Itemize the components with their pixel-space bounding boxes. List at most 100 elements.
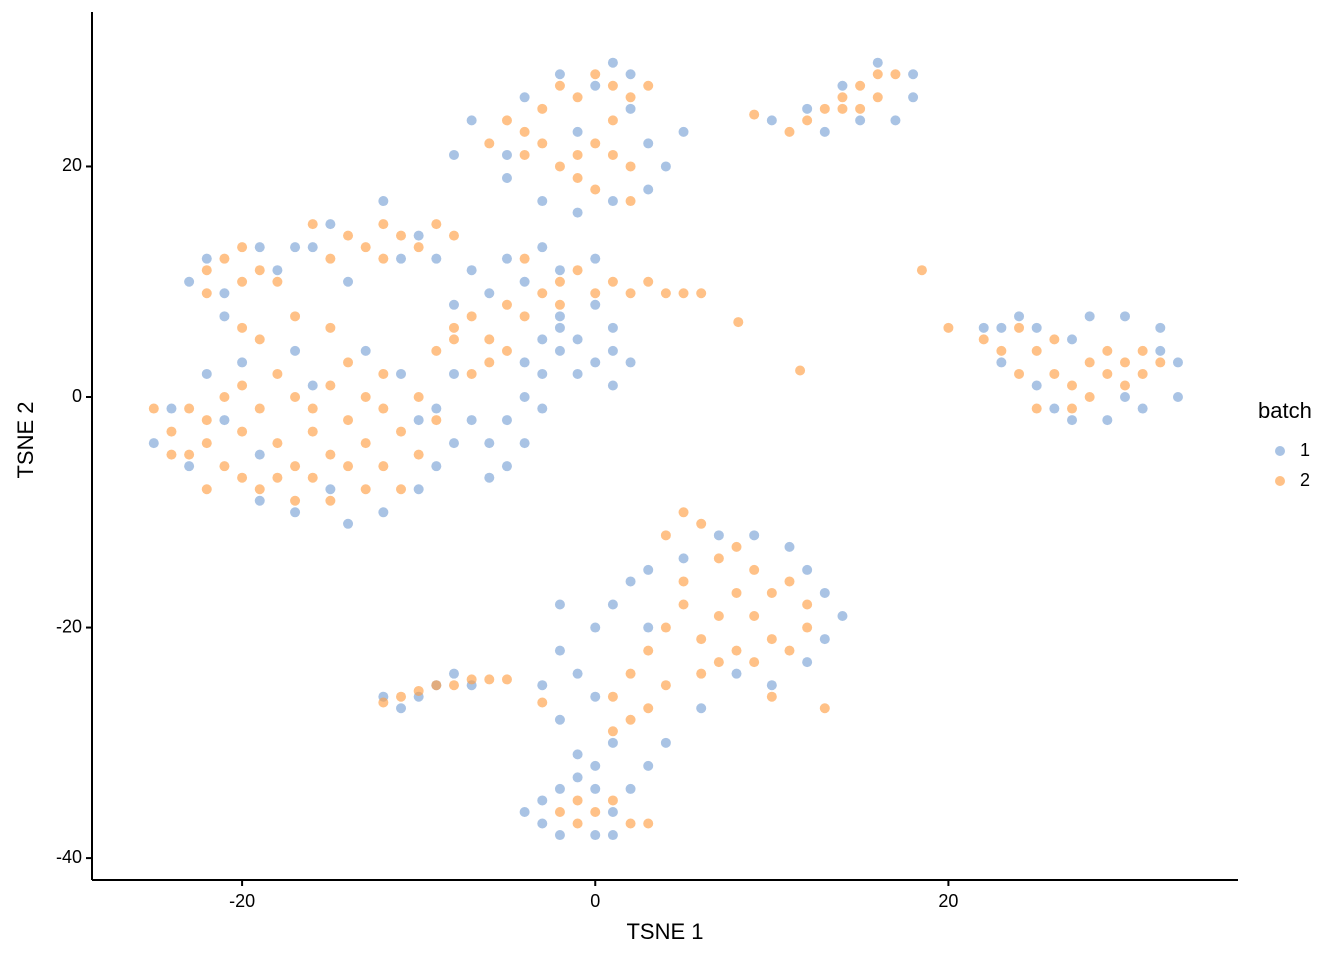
point: [784, 576, 795, 587]
point: [237, 380, 248, 391]
point: [1067, 334, 1078, 345]
point: [201, 288, 212, 299]
point: [501, 149, 512, 160]
point: [1119, 357, 1130, 368]
point: [448, 230, 459, 241]
point: [978, 322, 989, 333]
point: [1031, 345, 1042, 356]
point: [607, 115, 618, 126]
legend-marker: [1275, 446, 1285, 456]
point: [996, 322, 1007, 333]
point: [484, 438, 495, 449]
point: [1102, 368, 1113, 379]
point: [466, 311, 477, 322]
point: [554, 599, 565, 610]
point: [819, 103, 830, 114]
point: [201, 438, 212, 449]
point: [696, 668, 707, 679]
point: [572, 207, 583, 218]
point: [607, 345, 618, 356]
point: [448, 368, 459, 379]
point: [625, 69, 636, 80]
point: [201, 265, 212, 276]
point: [254, 334, 265, 345]
point: [1137, 403, 1148, 414]
point: [466, 115, 477, 126]
point: [660, 288, 671, 299]
point: [501, 253, 512, 264]
point: [501, 345, 512, 356]
point: [537, 697, 548, 708]
point: [554, 714, 565, 725]
point: [307, 380, 318, 391]
point: [643, 138, 654, 149]
point: [607, 276, 618, 287]
point: [360, 438, 371, 449]
point: [554, 311, 565, 322]
point: [166, 426, 177, 437]
point: [660, 530, 671, 541]
point: [731, 668, 742, 679]
point: [466, 265, 477, 276]
point: [307, 242, 318, 253]
point: [554, 645, 565, 656]
point: [378, 368, 389, 379]
point: [572, 818, 583, 829]
point: [448, 438, 459, 449]
point: [537, 403, 548, 414]
point: [413, 392, 424, 403]
point: [643, 564, 654, 575]
point: [413, 242, 424, 253]
point: [572, 772, 583, 783]
point: [290, 242, 301, 253]
point: [572, 795, 583, 806]
point: [378, 219, 389, 230]
point: [237, 357, 248, 368]
point: [431, 415, 442, 426]
point: [554, 783, 565, 794]
point: [501, 461, 512, 472]
point: [396, 230, 407, 241]
point: [537, 334, 548, 345]
legend-marker: [1275, 476, 1285, 486]
legend-label: 2: [1300, 470, 1310, 490]
y-tick-label: 0: [72, 386, 82, 406]
point: [572, 749, 583, 760]
point: [1155, 322, 1166, 333]
point: [431, 219, 442, 230]
point: [219, 461, 230, 472]
point: [572, 149, 583, 160]
point: [749, 530, 760, 541]
point: [290, 461, 301, 472]
point: [448, 668, 459, 679]
point: [519, 126, 530, 137]
point: [590, 80, 601, 91]
point: [413, 449, 424, 460]
point: [819, 126, 830, 137]
point: [201, 253, 212, 264]
point: [590, 760, 601, 771]
point: [1049, 403, 1060, 414]
point: [396, 484, 407, 495]
point: [731, 587, 742, 598]
point: [1119, 311, 1130, 322]
point: [607, 322, 618, 333]
point: [519, 149, 530, 160]
point: [590, 253, 601, 264]
point: [343, 357, 354, 368]
point: [872, 92, 883, 103]
point: [1137, 368, 1148, 379]
point: [660, 161, 671, 172]
point: [254, 495, 265, 506]
point: [237, 322, 248, 333]
point: [1031, 380, 1042, 391]
point: [590, 622, 601, 633]
point: [148, 403, 159, 414]
point: [784, 126, 795, 137]
point: [307, 472, 318, 483]
point: [378, 697, 389, 708]
point: [802, 115, 813, 126]
point: [590, 184, 601, 195]
point: [237, 276, 248, 287]
point: [431, 461, 442, 472]
